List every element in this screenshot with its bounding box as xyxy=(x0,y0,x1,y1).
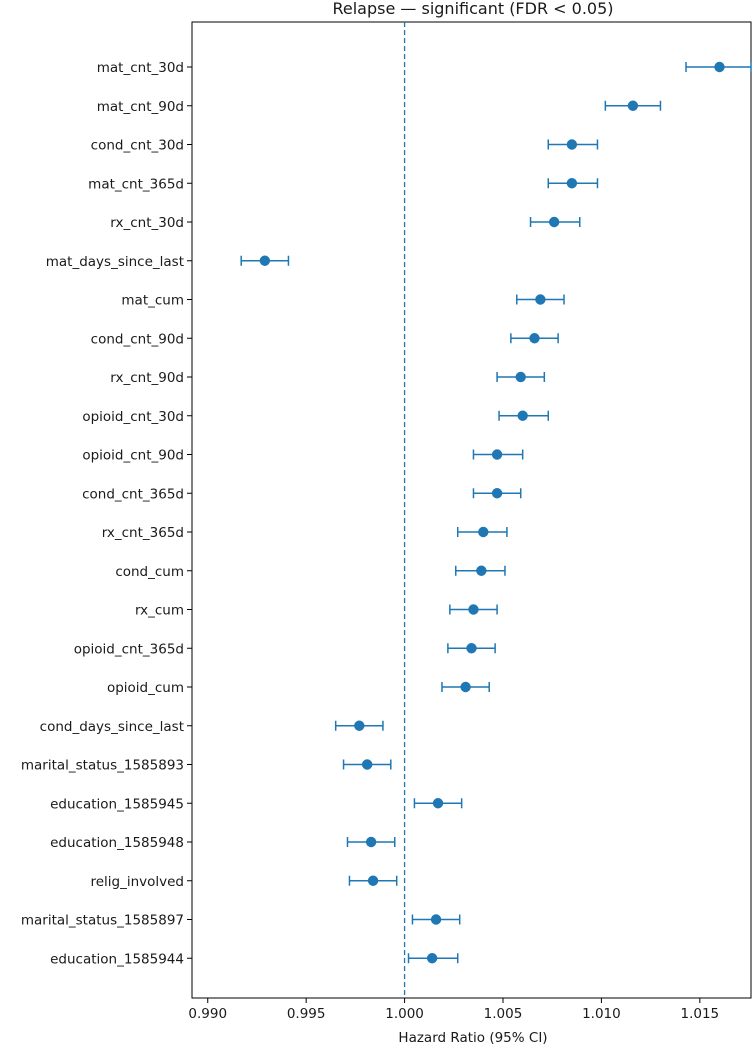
y-tick-label: cond_cnt_365d xyxy=(82,486,184,502)
x-tick-label: 1.005 xyxy=(484,1006,523,1022)
y-tick-label: education_1585948 xyxy=(50,835,184,851)
data-point xyxy=(432,798,444,809)
data-point xyxy=(529,333,540,344)
data-point xyxy=(515,371,526,383)
y-tick-label: mat_cnt_90d xyxy=(97,99,184,115)
data-point xyxy=(460,681,471,693)
x-tick-label: 1.015 xyxy=(680,1006,719,1022)
plot-frame xyxy=(191,21,752,999)
data-point xyxy=(354,720,365,731)
y-tick-label: opioid_cum xyxy=(107,680,184,696)
y-tick-label: opioid_cnt_30d xyxy=(82,409,184,425)
x-tick-label: 1.000 xyxy=(385,1006,424,1022)
y-tick-label: rx_cum xyxy=(135,603,184,619)
data-point xyxy=(476,565,487,576)
data-point xyxy=(548,216,560,228)
data-point xyxy=(259,255,271,266)
y-tick-label: marital_status_1585897 xyxy=(21,913,184,929)
y-tick-label: rx_cnt_365d xyxy=(102,525,184,541)
plot-area: 0.990 0.995 1.000 1.005 1.010 1.015 mat_cnt_30… xyxy=(21,21,752,1022)
data-point xyxy=(517,410,528,421)
data-point xyxy=(430,914,442,925)
y-tick-label: education_1585944 xyxy=(50,951,184,967)
data-point xyxy=(491,488,503,499)
y-tick-label: mat_cnt_365d xyxy=(88,176,184,192)
data-point xyxy=(426,953,438,964)
y-tick-label: rx_cnt_90d xyxy=(110,370,184,386)
y-tick-label: cond_cum xyxy=(115,564,184,580)
data-point xyxy=(365,836,377,848)
data-point xyxy=(468,604,479,615)
x-tick-label: 0.995 xyxy=(287,1006,326,1022)
data-point xyxy=(627,100,639,111)
data-point xyxy=(535,294,546,305)
chart-title: Relapse — significant (FDR < 0.05) xyxy=(332,0,613,18)
y-tick-label: cond_cnt_30d xyxy=(91,138,184,154)
y-tick-label: opioid_cnt_90d xyxy=(82,448,184,464)
y-tick-label: cond_days_since_last xyxy=(40,719,184,735)
y-tick-label: mat_cnt_30d xyxy=(97,60,184,76)
data-point xyxy=(367,875,379,886)
data-point xyxy=(566,139,578,150)
y-tick-label: opioid_cnt_365d xyxy=(74,641,184,657)
data-point xyxy=(478,526,489,538)
x-tick-label: 1.010 xyxy=(582,1006,621,1022)
data-point xyxy=(491,449,503,460)
x-axis-label: Hazard Ratio (95% CI) xyxy=(398,1030,547,1046)
data-point xyxy=(361,759,373,770)
y-tick-label: relig_involved xyxy=(90,874,184,890)
y-tick-label: mat_cum xyxy=(121,293,184,309)
data-point xyxy=(566,178,578,189)
y-tick-label: education_1585945 xyxy=(50,796,184,812)
x-tick-label: 0.990 xyxy=(188,1006,227,1022)
data-point xyxy=(466,643,477,654)
data-point xyxy=(714,61,725,73)
y-tick-label: rx_cnt_30d xyxy=(110,215,184,231)
y-tick-label: cond_cnt_90d xyxy=(91,331,184,347)
y-tick-label: mat_days_since_last xyxy=(46,254,184,270)
y-tick-label: marital_status_1585893 xyxy=(21,758,184,774)
